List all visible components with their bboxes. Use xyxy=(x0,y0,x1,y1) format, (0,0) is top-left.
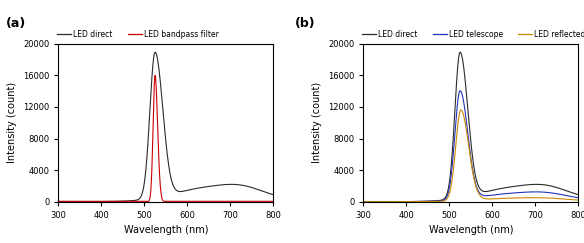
X-axis label: Wavelength (nm): Wavelength (nm) xyxy=(124,225,208,235)
Text: (a): (a) xyxy=(6,17,26,30)
Legend: LED direct, LED telescope, LED reflected: LED direct, LED telescope, LED reflected xyxy=(359,27,584,42)
Y-axis label: Intensity (count): Intensity (count) xyxy=(312,82,322,163)
Text: (b): (b) xyxy=(295,17,315,30)
Legend: LED direct, LED bandpass filter: LED direct, LED bandpass filter xyxy=(54,27,222,42)
X-axis label: Wavelength (nm): Wavelength (nm) xyxy=(429,225,513,235)
Y-axis label: Intensity (count): Intensity (count) xyxy=(8,82,18,163)
